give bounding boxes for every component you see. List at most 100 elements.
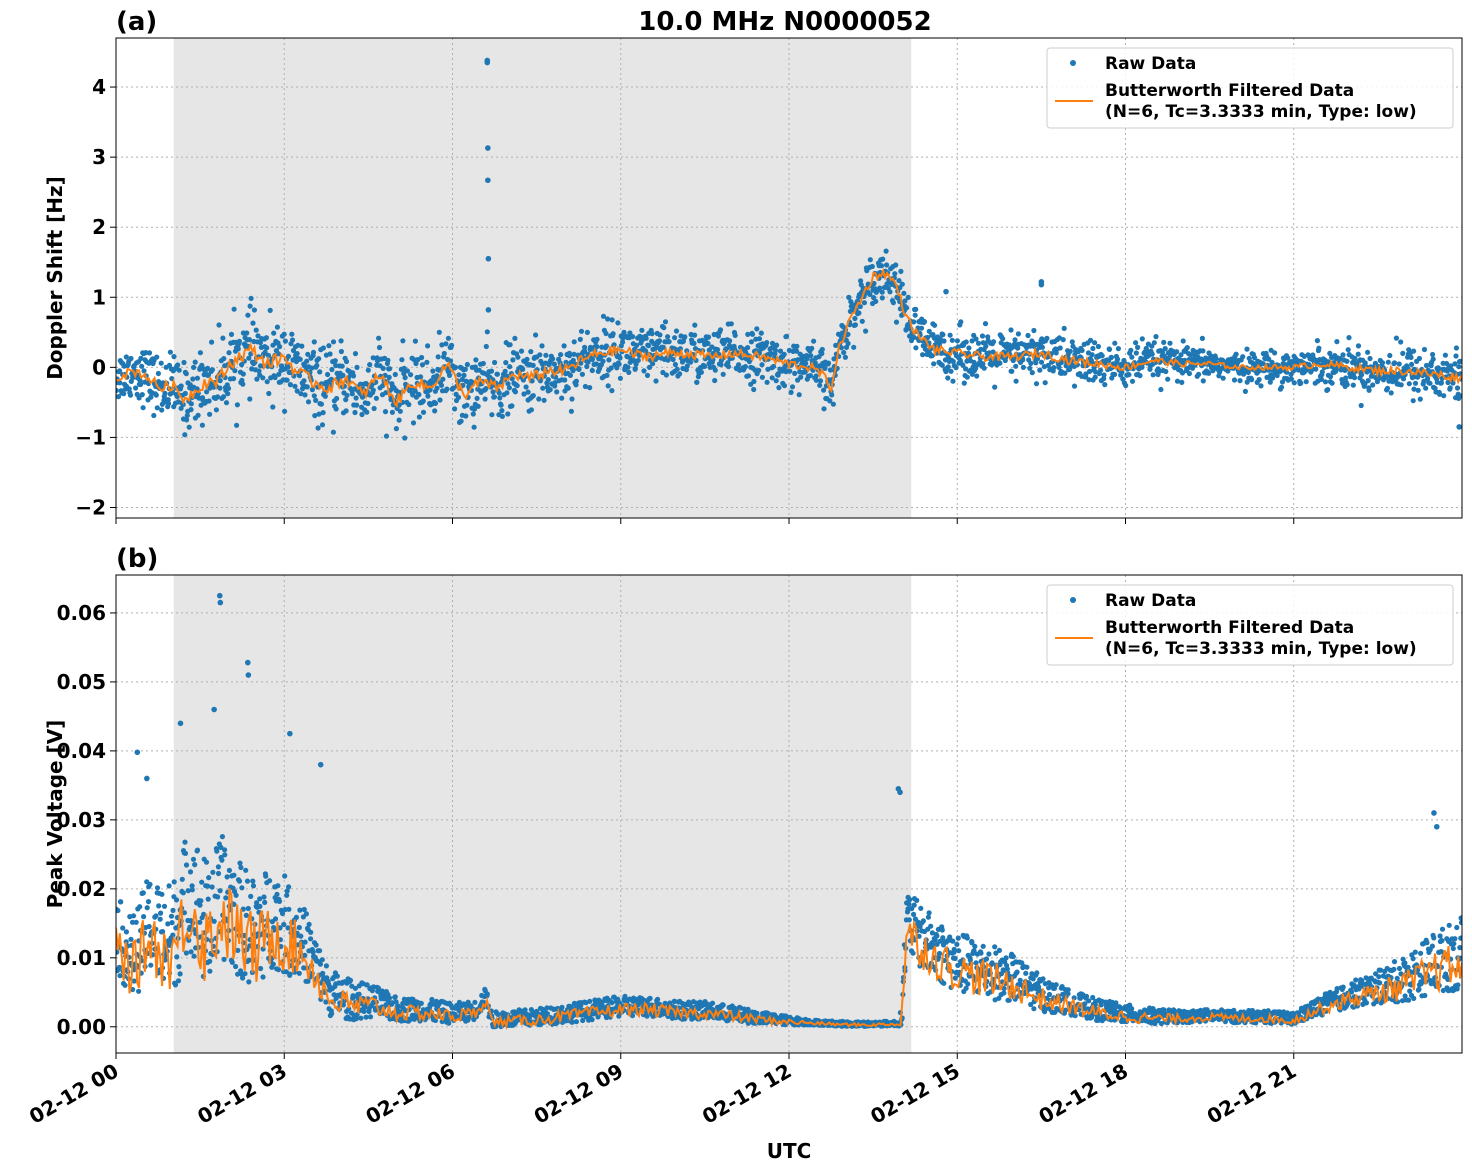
raw-data-point [608, 365, 614, 371]
raw-data-point [1334, 339, 1340, 345]
raw-data-point [1441, 393, 1447, 399]
raw-data-point [458, 418, 464, 424]
raw-data-point [197, 902, 203, 908]
raw-data-point [392, 994, 398, 1000]
raw-data-point [714, 347, 721, 353]
raw-data-point [254, 900, 260, 906]
raw-data-point [190, 376, 196, 382]
raw-data-point [1027, 365, 1033, 371]
raw-data-point [1411, 348, 1417, 354]
raw-data-point [332, 358, 338, 364]
raw-data-point [589, 356, 596, 362]
raw-data-point [1040, 976, 1046, 982]
raw-data-point [465, 999, 471, 1005]
raw-data-point [615, 320, 621, 326]
raw-data-point [263, 873, 269, 879]
raw-data-point [937, 340, 943, 346]
raw-data-point [605, 383, 611, 389]
raw-data-point [901, 290, 907, 296]
raw-data-point [666, 339, 672, 345]
raw-data-point [244, 878, 251, 884]
y-tick-label: −1 [75, 425, 106, 449]
raw-data-point [852, 315, 858, 322]
raw-data-point [550, 356, 556, 362]
raw-data-point [143, 350, 149, 356]
figure-title: 10.0 MHz N0000052 [638, 7, 931, 37]
raw-data-point [471, 406, 477, 412]
raw-data-point [651, 341, 657, 347]
raw-data-point [439, 342, 445, 348]
raw-data-point [745, 1006, 751, 1013]
raw-data-point [310, 949, 316, 955]
raw-data-point [956, 948, 962, 954]
raw-data-point [603, 1014, 610, 1021]
raw-data-point [981, 365, 987, 371]
raw-data-point [907, 897, 913, 903]
raw-data-point [140, 890, 146, 896]
raw-data-point [347, 977, 354, 984]
raw-data-point [524, 356, 530, 362]
raw-data-point [287, 382, 293, 388]
raw-data-point [238, 864, 244, 871]
raw-data-point [137, 904, 143, 910]
raw-data-point [245, 905, 251, 912]
raw-data-point [582, 344, 588, 350]
raw-data-point [712, 377, 718, 384]
raw-data-point [354, 364, 360, 370]
raw-data-point [236, 338, 242, 344]
raw-data-point [807, 373, 814, 379]
raw-data-point [1448, 363, 1454, 369]
raw-data-point [647, 995, 653, 1002]
raw-data-point [509, 376, 515, 382]
raw-data-point [1408, 354, 1414, 360]
raw-data-point [498, 402, 504, 408]
raw-data-point [330, 339, 337, 345]
raw-data-point [709, 1000, 716, 1006]
raw-data-point [415, 357, 421, 363]
raw-data-point [940, 935, 946, 941]
raw-data-point [1316, 345, 1322, 351]
raw-data-point [166, 400, 172, 407]
raw-data-point [190, 856, 197, 862]
raw-data-point [189, 883, 195, 889]
raw-data-point [176, 964, 182, 970]
raw-data-point [178, 405, 184, 411]
raw-data-point [233, 963, 239, 970]
raw-data-point [789, 384, 796, 390]
raw-data-point [540, 385, 546, 391]
raw-data-point [1056, 364, 1062, 370]
raw-data-point [145, 899, 152, 905]
raw-data-point [1444, 360, 1450, 367]
raw-data-point [1251, 355, 1258, 361]
raw-data-point [687, 1002, 693, 1008]
raw-data-point [471, 424, 477, 430]
raw-data-point [376, 335, 382, 341]
raw-data-point [260, 375, 266, 381]
raw-data-point [552, 380, 558, 386]
raw-data-outlier [1038, 281, 1045, 288]
raw-data-point [507, 364, 513, 370]
raw-data-point [413, 360, 419, 367]
raw-data-point [617, 355, 623, 361]
raw-data-point [1008, 327, 1014, 333]
raw-data-point [155, 370, 161, 377]
raw-data-point [285, 925, 291, 931]
raw-data-point [843, 344, 850, 350]
raw-data-point [1400, 376, 1407, 382]
raw-data-point [858, 278, 864, 284]
raw-data-point [333, 362, 339, 369]
raw-data-point [401, 996, 407, 1002]
raw-data-point [512, 335, 518, 341]
raw-data-point [1174, 349, 1180, 355]
raw-data-outlier [943, 288, 949, 295]
raw-data-point [446, 372, 453, 378]
raw-data-point [207, 968, 213, 974]
raw-data-point [852, 322, 859, 328]
raw-data-point [483, 386, 489, 392]
raw-data-point [918, 905, 924, 911]
legend-box [1046, 47, 1454, 129]
raw-data-point [1033, 381, 1040, 387]
raw-data-point [198, 898, 204, 904]
raw-data-point [293, 914, 299, 921]
raw-data-point [380, 365, 386, 371]
